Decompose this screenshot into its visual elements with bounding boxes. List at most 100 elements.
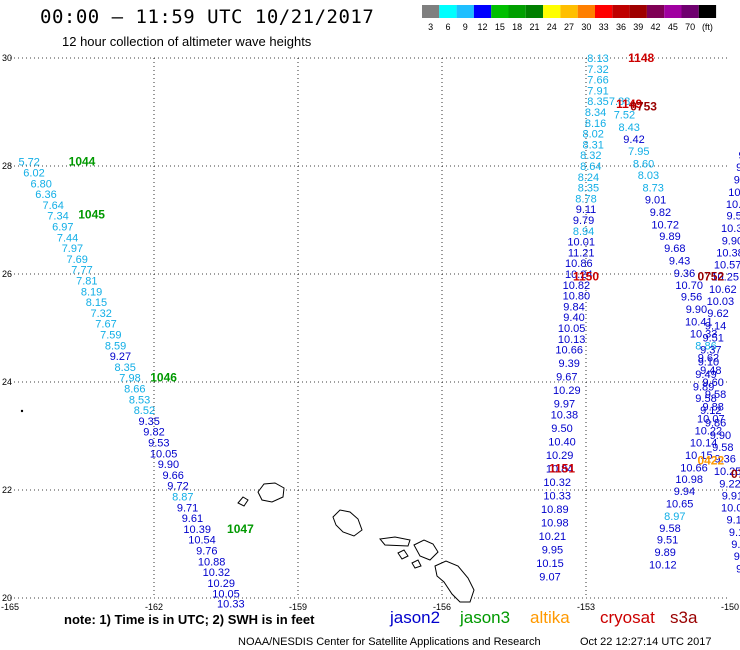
lon-tick-label: -150 xyxy=(721,602,739,612)
swh-value: 9.90 xyxy=(686,304,707,316)
colorbar-swatch xyxy=(525,5,544,18)
island-kauai xyxy=(257,482,285,503)
swh-value: 10.41 xyxy=(685,317,713,329)
swh-value: 7.97 xyxy=(62,243,83,255)
swh-value: 8.35 xyxy=(578,183,599,195)
swh-value: 9.91 xyxy=(722,490,740,502)
swh-value: 9.88 xyxy=(702,401,723,413)
swh-value: 7.44 xyxy=(57,232,78,244)
swh-value: 7.64 xyxy=(42,200,63,212)
swh-value: 9.79 xyxy=(573,215,594,227)
swh-value: 10.33 xyxy=(690,328,718,340)
swh-value: 9.40 xyxy=(563,312,584,324)
swh-value: 9.82 xyxy=(143,427,164,439)
track-mid: 8.137.327.667.918.358.348.168.028.318.32… xyxy=(536,53,608,583)
swh-value: 8.94 xyxy=(573,226,594,238)
swh-value: 10.66 xyxy=(555,345,583,357)
swh-value: 9.12 xyxy=(700,405,721,417)
swh-value: 10.54 xyxy=(188,535,216,547)
lat-tick-label: 28 xyxy=(2,161,12,171)
lon-tick-label: -165 xyxy=(1,602,19,612)
colorbar-swatch xyxy=(560,5,578,18)
swh-value: 10.33 xyxy=(217,598,245,610)
colorbar-label: 9 xyxy=(463,22,468,32)
track-west: 5.726.026.806.367.647.346.977.447.977.69… xyxy=(18,157,244,611)
swh-value: 8.13 xyxy=(587,53,608,65)
colorbar-swatch xyxy=(595,5,613,18)
swh-value: 10.22 xyxy=(695,426,723,438)
swh-value: 9.27 xyxy=(110,351,131,363)
lat-tick-label: 26 xyxy=(2,269,12,279)
swh-value: 9.90 xyxy=(158,459,179,471)
swh-value: 7.95 xyxy=(628,146,649,158)
swh-value: 10.38 xyxy=(551,409,579,421)
swh-value: 10.89 xyxy=(541,504,569,516)
pass-time: 1148 xyxy=(628,51,654,65)
pass-time: 1044 xyxy=(69,155,96,169)
swh-value: 8.35 xyxy=(587,96,608,108)
swh-value: 10.62 xyxy=(709,284,737,296)
island-oahu xyxy=(332,509,363,537)
swh-value: 10.38 xyxy=(716,247,740,259)
lat-tick-label: 20 xyxy=(2,593,12,603)
island-kahoolawe xyxy=(411,559,422,569)
colorbar-swatch xyxy=(612,5,630,18)
colorbar-swatch xyxy=(698,5,717,18)
swh-value: 9.58 xyxy=(659,523,680,535)
swh-value: 9.90 xyxy=(722,236,740,248)
swh-value: 9.89 xyxy=(693,381,714,393)
swh-value: 9.58 xyxy=(712,442,733,454)
swh-value: 9.51 xyxy=(702,333,723,345)
swh-value: 7.77 xyxy=(71,265,92,277)
swh-value: 8.24 xyxy=(578,172,599,184)
swh-value: 10.29 xyxy=(546,450,574,462)
swh-value: 9.32 xyxy=(734,551,740,563)
swh-value: 9.35 xyxy=(138,416,159,428)
swh-value: 8.19 xyxy=(81,286,102,298)
swh-value: 9.72 xyxy=(167,481,188,493)
swh-value: 9.51 xyxy=(657,535,678,547)
swh-value: 8.86 xyxy=(695,340,716,352)
swh-value: 9.68 xyxy=(664,243,685,255)
swh-value: 7.52 xyxy=(614,110,635,122)
swh-value: 8.03 xyxy=(638,170,659,182)
colorbar-label: 27 xyxy=(564,22,574,32)
swh-value: 9.95 xyxy=(542,544,563,556)
credit-text: NOAA/NESDIS Center for Satellite Applica… xyxy=(238,636,541,648)
swh-value: 6.80 xyxy=(30,178,51,190)
swh-value: 7.98 xyxy=(119,373,140,385)
page-subtitle: 12 hour collection of altimeter wave hei… xyxy=(62,34,312,49)
pass-time: 1149 xyxy=(616,97,642,111)
swh-value: 9.50 xyxy=(551,423,572,435)
swh-value: 9.43 xyxy=(669,256,690,268)
swh-value: 9.10 xyxy=(698,356,719,368)
hawaiian-islands xyxy=(237,482,475,603)
colorbar-label: 6 xyxy=(445,22,450,32)
swh-value: 10.86 xyxy=(565,258,593,270)
swh-value: 8.32 xyxy=(580,150,601,162)
lon-tick-label: -159 xyxy=(289,602,307,612)
island-hawaii xyxy=(434,560,475,603)
legend-jason2: jason2 xyxy=(390,608,441,627)
swh-value: 8.87 xyxy=(172,491,193,503)
swh-value: 9.67 xyxy=(556,372,577,384)
swh-value: 7.66 xyxy=(587,75,608,87)
lon-tick-label: -162 xyxy=(145,602,163,612)
swh-value: 5.72 xyxy=(18,157,39,169)
pass-time: 0753 xyxy=(630,100,657,114)
swh-value: 10.15 xyxy=(685,450,713,462)
swh-value: 8.78 xyxy=(575,193,596,205)
swh-value: 7.69 xyxy=(66,254,87,266)
swh-value: 10.72 xyxy=(651,219,679,231)
swh-value: 9.76 xyxy=(196,545,217,557)
swh-value: 10.39 xyxy=(183,524,211,536)
colorbar-label: 15 xyxy=(495,22,505,32)
swh-value: 7.32 xyxy=(90,308,111,320)
colorbar-label: 30 xyxy=(581,22,591,32)
swh-value: 10.88 xyxy=(198,556,226,568)
swh-value: 10.33 xyxy=(543,490,571,502)
swh-value: 9.82 xyxy=(650,207,671,219)
swh-value: 10.15 xyxy=(536,558,564,570)
swh-value: 8.15 xyxy=(86,297,107,309)
